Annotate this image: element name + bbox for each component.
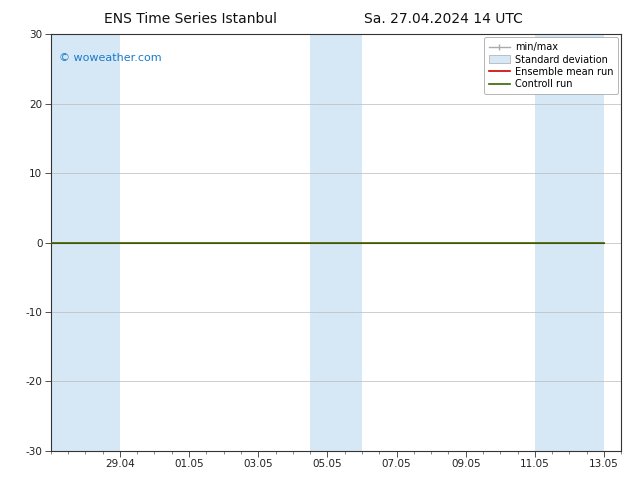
Text: ENS Time Series Istanbul: ENS Time Series Istanbul (104, 12, 276, 26)
Bar (310, 34, 362, 451)
Text: Sa. 27.04.2024 14 UTC: Sa. 27.04.2024 14 UTC (365, 12, 523, 26)
Legend: min/max, Standard deviation, Ensemble mean run, Controll run: min/max, Standard deviation, Ensemble me… (484, 37, 618, 94)
Text: © woweather.com: © woweather.com (59, 53, 162, 63)
Bar (51, 34, 120, 451)
Bar (535, 34, 604, 451)
